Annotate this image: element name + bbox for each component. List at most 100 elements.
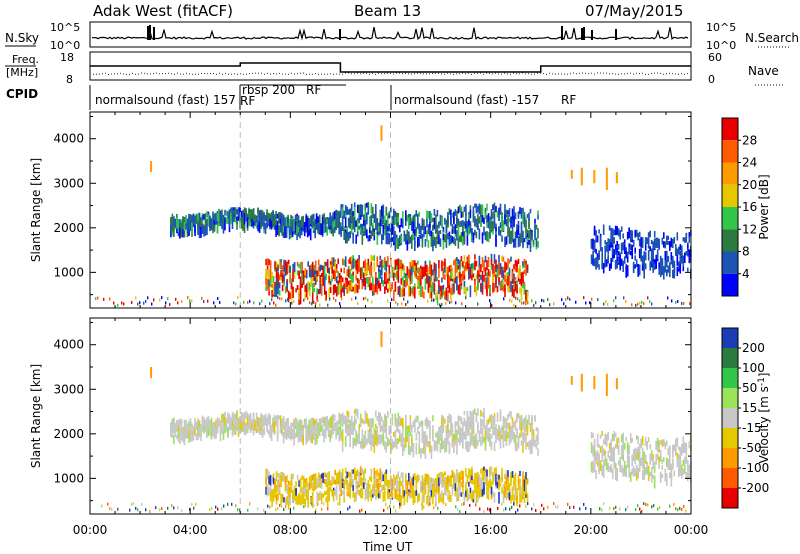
echo-cell bbox=[473, 410, 475, 420]
ground-scatter-cell bbox=[541, 299, 542, 302]
echo-cell bbox=[473, 479, 475, 485]
echo-cell bbox=[197, 220, 199, 228]
echo-cell bbox=[683, 237, 685, 241]
echo-cell bbox=[375, 273, 377, 277]
echo-cell bbox=[527, 479, 529, 485]
echo-cell bbox=[500, 282, 502, 287]
echo-cell bbox=[537, 428, 539, 439]
echo-cell bbox=[652, 252, 654, 260]
echo-cell bbox=[455, 277, 457, 283]
echo-cell bbox=[321, 493, 323, 504]
ground-scatter-cell bbox=[397, 303, 398, 306]
ground-scatter-cell bbox=[431, 299, 432, 302]
sparse-echo bbox=[606, 374, 608, 396]
echo-cell bbox=[422, 448, 424, 453]
echo-cell bbox=[597, 257, 599, 267]
echo-cell bbox=[453, 284, 455, 293]
echo-cell bbox=[410, 286, 412, 296]
echo-cell bbox=[482, 468, 484, 479]
echo-cell bbox=[510, 474, 512, 486]
echo-cell bbox=[336, 277, 338, 284]
echo-cell bbox=[375, 212, 377, 219]
echo-cell bbox=[420, 286, 422, 298]
echo-cell bbox=[343, 491, 345, 499]
echo-cell bbox=[513, 432, 515, 438]
echo-cell bbox=[648, 469, 650, 476]
echo-cell bbox=[440, 215, 442, 226]
echo-cell bbox=[286, 419, 288, 425]
ground-scatter-cell bbox=[237, 508, 238, 511]
echo-cell bbox=[461, 492, 463, 496]
echo-cell bbox=[434, 224, 436, 228]
y-tick-label: 1000 bbox=[53, 471, 84, 485]
echo-cell bbox=[492, 274, 494, 283]
echo-cell bbox=[452, 236, 454, 243]
echo-cell bbox=[498, 262, 500, 268]
echo-cell bbox=[628, 469, 630, 478]
echo-cell bbox=[308, 420, 310, 429]
echo-cell bbox=[378, 280, 380, 288]
echo-cell bbox=[489, 286, 491, 294]
echo-cell bbox=[283, 282, 285, 286]
echo-cell bbox=[429, 477, 431, 485]
echo-cell bbox=[286, 262, 288, 269]
echo-cell bbox=[329, 218, 331, 226]
echo-cell bbox=[458, 226, 460, 236]
echo-cell bbox=[302, 435, 304, 446]
echo-cell bbox=[432, 415, 434, 421]
echo-cell bbox=[381, 434, 383, 443]
echo-cell bbox=[245, 211, 247, 222]
echo-cell bbox=[423, 231, 425, 237]
echo-cell bbox=[509, 235, 511, 244]
echo-cell bbox=[435, 433, 437, 437]
echo-cell bbox=[507, 415, 509, 419]
echo-cell bbox=[491, 265, 493, 270]
echo-cell bbox=[393, 216, 395, 226]
echo-cell bbox=[447, 425, 449, 433]
echo-cell bbox=[594, 455, 596, 462]
echo-cell bbox=[506, 477, 508, 484]
echo-cell bbox=[310, 419, 312, 428]
ground-scatter-cell bbox=[637, 303, 638, 306]
echo-cell bbox=[666, 473, 668, 484]
echo-cell bbox=[432, 431, 434, 441]
ground-scatter-cell bbox=[97, 296, 98, 299]
echo-cell bbox=[337, 281, 339, 286]
echo-cell bbox=[504, 262, 506, 273]
echo-cell bbox=[447, 494, 449, 500]
echo-cell bbox=[295, 433, 297, 439]
echo-cell bbox=[377, 286, 379, 295]
echo-cell bbox=[455, 259, 457, 266]
echo-cell bbox=[498, 492, 500, 504]
echo-cell bbox=[178, 427, 180, 432]
echo-cell bbox=[613, 230, 615, 236]
echo-cell bbox=[491, 441, 493, 450]
ground-scatter-cell bbox=[389, 505, 390, 508]
echo-cell bbox=[456, 476, 458, 482]
ground-scatter-cell bbox=[521, 302, 522, 305]
ground-scatter-cell bbox=[131, 301, 132, 304]
echo-cell bbox=[368, 484, 370, 496]
power-colorbar-tick-label: 8 bbox=[742, 245, 750, 259]
echo-cell bbox=[386, 207, 388, 216]
echo-cell bbox=[340, 278, 342, 290]
echo-cell bbox=[474, 230, 476, 236]
ground-scatter-cell bbox=[625, 508, 626, 511]
echo-cell bbox=[417, 427, 419, 434]
echo-cell bbox=[297, 495, 299, 505]
echo-cell bbox=[417, 218, 419, 227]
echo-cell bbox=[603, 439, 605, 444]
echo-cell bbox=[392, 216, 394, 220]
echo-cell bbox=[360, 488, 362, 498]
ground-scatter-cell bbox=[261, 299, 262, 302]
echo-cell bbox=[428, 441, 430, 447]
echo-cell bbox=[346, 270, 348, 277]
echo-cell bbox=[464, 266, 466, 276]
echo-cell bbox=[441, 418, 443, 428]
echo-cell bbox=[310, 216, 312, 225]
echo-cell bbox=[360, 441, 362, 449]
echo-cell bbox=[408, 492, 410, 497]
echo-cell bbox=[351, 422, 353, 428]
echo-cell bbox=[634, 264, 636, 268]
echo-cell bbox=[257, 428, 259, 433]
